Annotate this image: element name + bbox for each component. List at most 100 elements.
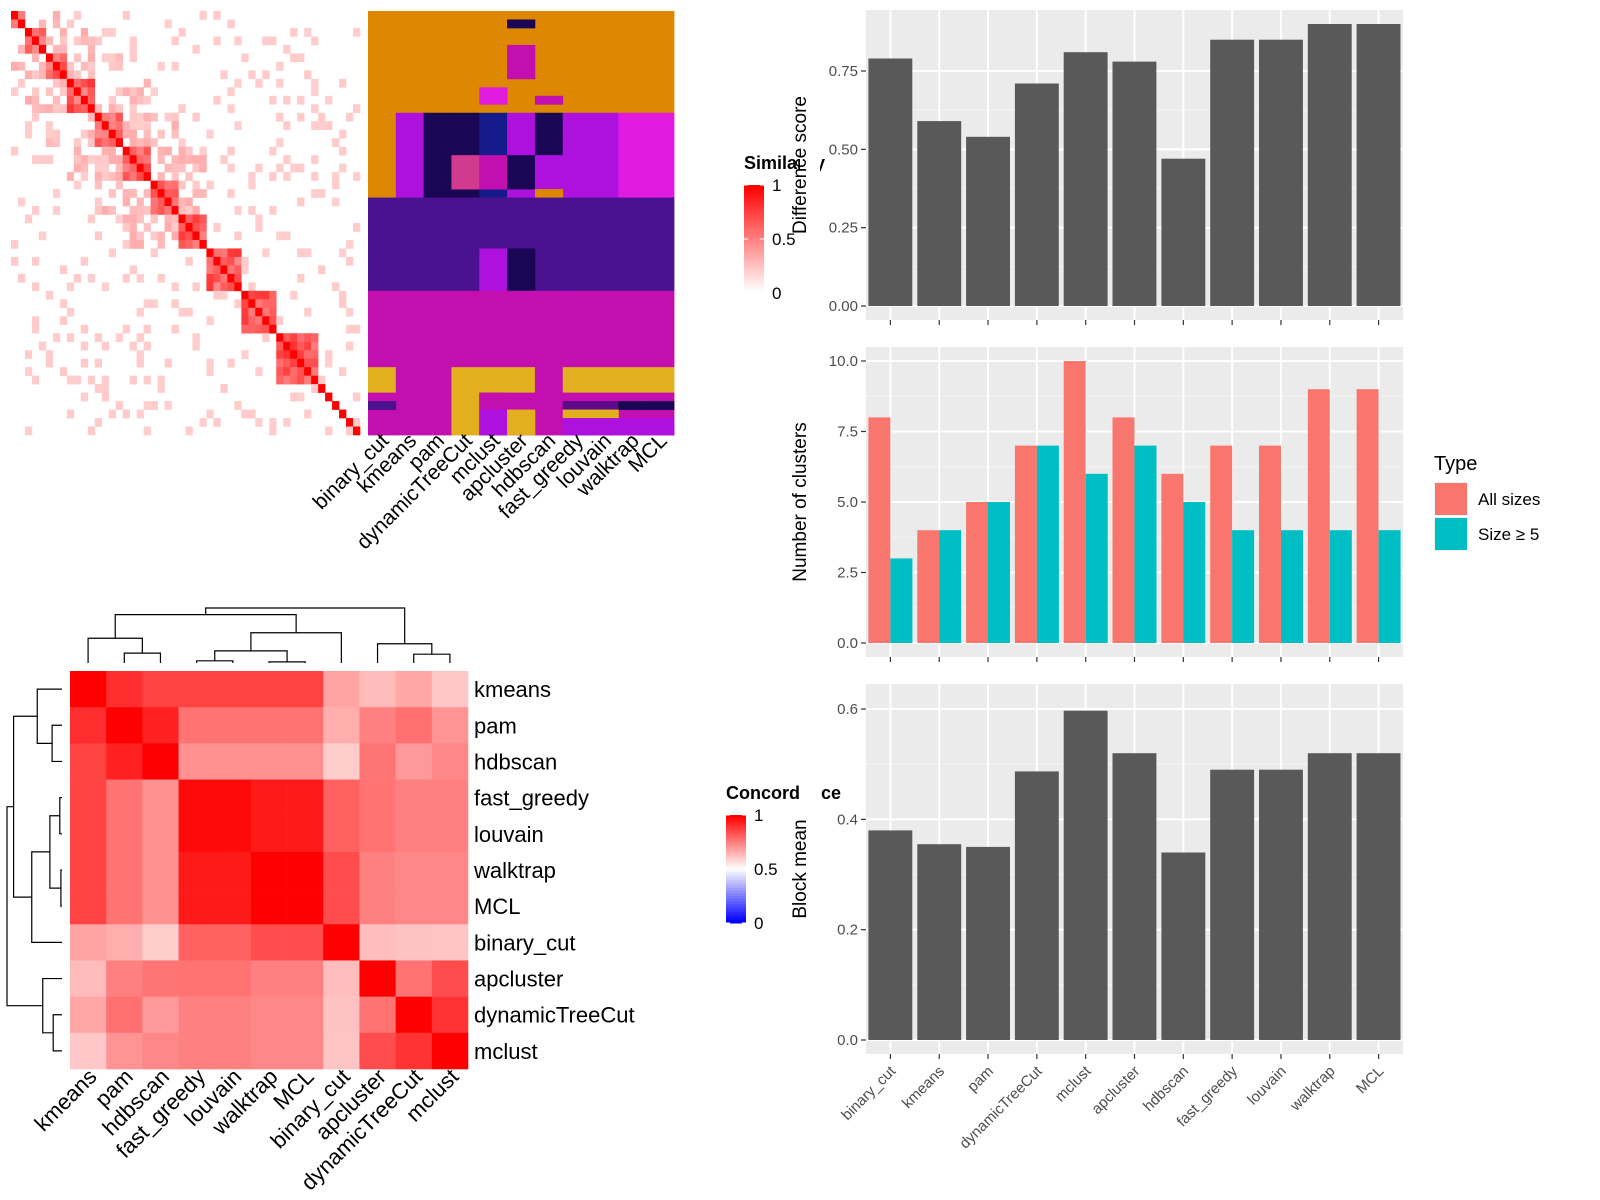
- similarity-cell: [311, 78, 319, 88]
- assignment-cell: [618, 112, 647, 198]
- similarity-cell: [332, 138, 340, 147]
- similarity-cell: [318, 112, 326, 122]
- similarity-cell: [276, 367, 284, 376]
- similarity-cell: [269, 426, 277, 436]
- bar: [966, 846, 1010, 1040]
- column-dendrogram-link: [114, 614, 297, 639]
- concordance-cell: [431, 743, 469, 780]
- similarity-cell: [45, 61, 54, 71]
- legend-swatch: [744, 241, 764, 245]
- similarity-cell: [24, 214, 33, 224]
- concordance-cell: [287, 888, 324, 925]
- similarity-cell: [199, 146, 207, 156]
- similarity-cell: [199, 163, 207, 173]
- similarity-cell: [87, 87, 96, 97]
- similarity-cell: [143, 155, 151, 164]
- similarity-cell: [143, 129, 151, 139]
- similarity-cell: [101, 163, 110, 173]
- legend-swatch: [726, 825, 746, 829]
- similarity-cell: [11, 239, 19, 249]
- row-dendrogram-link: [6, 806, 43, 1007]
- similarity-cell: [24, 426, 33, 436]
- similarity-cell: [59, 61, 68, 71]
- similarity-cell: [171, 180, 179, 190]
- similarity-cell: [325, 426, 333, 436]
- bar-all-sizes: [1307, 389, 1330, 643]
- similarity-cell: [66, 19, 75, 29]
- similarity-cell: [66, 61, 75, 71]
- similarity-cell: [94, 172, 103, 181]
- bar: [1356, 753, 1401, 1040]
- similarity-cell: [297, 163, 305, 173]
- similarity-cell: [339, 367, 347, 376]
- concordance-cell: [70, 815, 107, 853]
- similarity-cell: [171, 299, 179, 309]
- assignment-cell: [618, 401, 647, 410]
- legend-swatch: [744, 236, 764, 240]
- similarity-cell: [129, 163, 137, 173]
- y-tick-label: 0.00: [829, 298, 858, 315]
- similarity-cell: [290, 333, 298, 343]
- similarity-cell: [87, 78, 96, 88]
- similarity-cell: [185, 223, 193, 232]
- similarity-cell: [283, 350, 291, 359]
- concordance-cell: [287, 779, 324, 817]
- concordance-cell: [70, 779, 107, 817]
- assignment-cell: [646, 401, 675, 410]
- assignment-cell: [646, 290, 675, 368]
- similarity-cell: [115, 163, 123, 173]
- legend-swatch: [726, 828, 746, 832]
- similarity-cell: [241, 299, 249, 309]
- legend-swatch: [726, 855, 746, 859]
- similarity-cell: [346, 426, 354, 436]
- similarity-cell: [136, 206, 144, 215]
- legend-title-clip: [800, 775, 820, 815]
- similarity-cell: [24, 27, 33, 37]
- similarity-cell: [276, 61, 284, 71]
- concordance-cell: [106, 851, 143, 889]
- similarity-cell: [143, 375, 151, 385]
- concordance-cell: [323, 815, 360, 853]
- similarity-cell: [227, 146, 235, 156]
- similarity-cell: [59, 78, 68, 88]
- legend-swatch: [744, 195, 764, 199]
- similarity-cell: [150, 214, 158, 224]
- similarity-cell: [115, 172, 123, 181]
- similarity-cell: [339, 409, 347, 419]
- concordance-cell: [395, 996, 433, 1034]
- legend-swatch: [744, 271, 764, 275]
- assignment-cell: [562, 290, 591, 368]
- similarity-cell: [276, 112, 284, 122]
- similarity-cell: [283, 333, 291, 343]
- similarity-cell: [129, 138, 137, 147]
- similarity-cell: [199, 231, 207, 241]
- concordance-cell: [250, 996, 288, 1034]
- similarity-cell: [325, 350, 333, 359]
- similarity-cell: [129, 172, 137, 181]
- legend-tick-label: 1: [754, 806, 763, 825]
- similarity-cell: [59, 87, 68, 97]
- bar-size-ge-5: [890, 558, 913, 643]
- row-dendrogram-link: [42, 977, 62, 1034]
- similarity-cell: [52, 206, 61, 215]
- similarity-cell: [143, 324, 151, 334]
- legend-swatch: [726, 836, 746, 840]
- legend-tick-label: 1: [772, 176, 781, 195]
- similarity-cell: [339, 248, 347, 258]
- similarity-cell: [73, 146, 82, 156]
- concordance-cell: [178, 743, 216, 780]
- concordance-cell: [359, 888, 396, 925]
- similarity-cell: [59, 265, 68, 275]
- assignment-cell: [423, 392, 452, 436]
- concordance-cell: [178, 996, 216, 1034]
- similarity-cell: [318, 121, 326, 131]
- legend-swatch: [726, 893, 746, 897]
- legend-swatch: [726, 817, 746, 821]
- similarity-cell: [136, 172, 144, 181]
- concordance-cell: [359, 1032, 396, 1070]
- legend-swatch: [726, 874, 746, 878]
- similarity-cell: [269, 324, 277, 334]
- similarity-cell: [129, 146, 137, 156]
- similarity-cell: [80, 155, 89, 164]
- assignment-cell: [534, 290, 564, 368]
